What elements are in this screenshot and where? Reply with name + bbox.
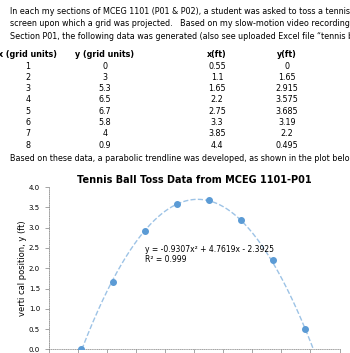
Text: 6.7: 6.7 <box>99 107 111 116</box>
Text: 3: 3 <box>103 73 107 82</box>
Text: 1.1: 1.1 <box>211 73 223 82</box>
Text: screen upon which a grid was projected.   Based on my slow-motion video recordin: screen upon which a grid was projected. … <box>10 19 350 28</box>
Text: 0.9: 0.9 <box>99 141 111 150</box>
Text: 3.19: 3.19 <box>278 118 296 127</box>
Text: 3: 3 <box>26 84 30 93</box>
Text: x(ft): x(ft) <box>207 50 227 59</box>
Text: 0: 0 <box>103 62 107 71</box>
Text: 0.55: 0.55 <box>208 62 226 71</box>
Text: 8: 8 <box>26 141 30 150</box>
Text: In each my sections of MCEG 1101 (P01 & P02), a student was asked to toss a tenn: In each my sections of MCEG 1101 (P01 & … <box>10 7 350 16</box>
Text: 3.575: 3.575 <box>275 96 299 104</box>
Text: 1.65: 1.65 <box>278 73 296 82</box>
Text: y(ft): y(ft) <box>277 50 297 59</box>
Text: 0.495: 0.495 <box>276 141 298 150</box>
Text: 5: 5 <box>26 107 30 116</box>
Text: 3.85: 3.85 <box>208 130 226 138</box>
Text: 4: 4 <box>26 96 30 104</box>
Title: Tennis Ball Toss Data from MCEG 1101-P01: Tennis Ball Toss Data from MCEG 1101-P01 <box>77 175 312 185</box>
Text: 4: 4 <box>103 130 107 138</box>
Text: 2.75: 2.75 <box>208 107 226 116</box>
Text: 6.5: 6.5 <box>99 96 111 104</box>
Y-axis label: verti cal position, y (ft): verti cal position, y (ft) <box>18 221 27 316</box>
Text: 3.3: 3.3 <box>211 118 223 127</box>
Text: x (grid units): x (grid units) <box>0 50 57 59</box>
Text: 6: 6 <box>26 118 30 127</box>
Text: 1.65: 1.65 <box>208 84 226 93</box>
Text: Section P01, the following data was generated (also see uploaded Excel file “ten: Section P01, the following data was gene… <box>10 32 350 41</box>
Text: y = -0.9307x² + 4.7619x - 2.3925
R² = 0.999: y = -0.9307x² + 4.7619x - 2.3925 R² = 0.… <box>145 245 274 264</box>
Text: 1: 1 <box>26 62 30 71</box>
Text: 7: 7 <box>26 130 30 138</box>
Text: 2.915: 2.915 <box>275 84 299 93</box>
Text: 2: 2 <box>26 73 30 82</box>
Text: 2.2: 2.2 <box>211 96 223 104</box>
Text: 2.2: 2.2 <box>281 130 293 138</box>
Text: 5.8: 5.8 <box>99 118 111 127</box>
Text: 0: 0 <box>285 62 289 71</box>
Text: Based on these data, a parabolic trendline was developed, as shown in the plot b: Based on these data, a parabolic trendli… <box>10 154 350 163</box>
Text: 4.4: 4.4 <box>211 141 223 150</box>
Text: 3.685: 3.685 <box>276 107 298 116</box>
Text: 5.3: 5.3 <box>99 84 111 93</box>
Text: y (grid units): y (grid units) <box>76 50 134 59</box>
